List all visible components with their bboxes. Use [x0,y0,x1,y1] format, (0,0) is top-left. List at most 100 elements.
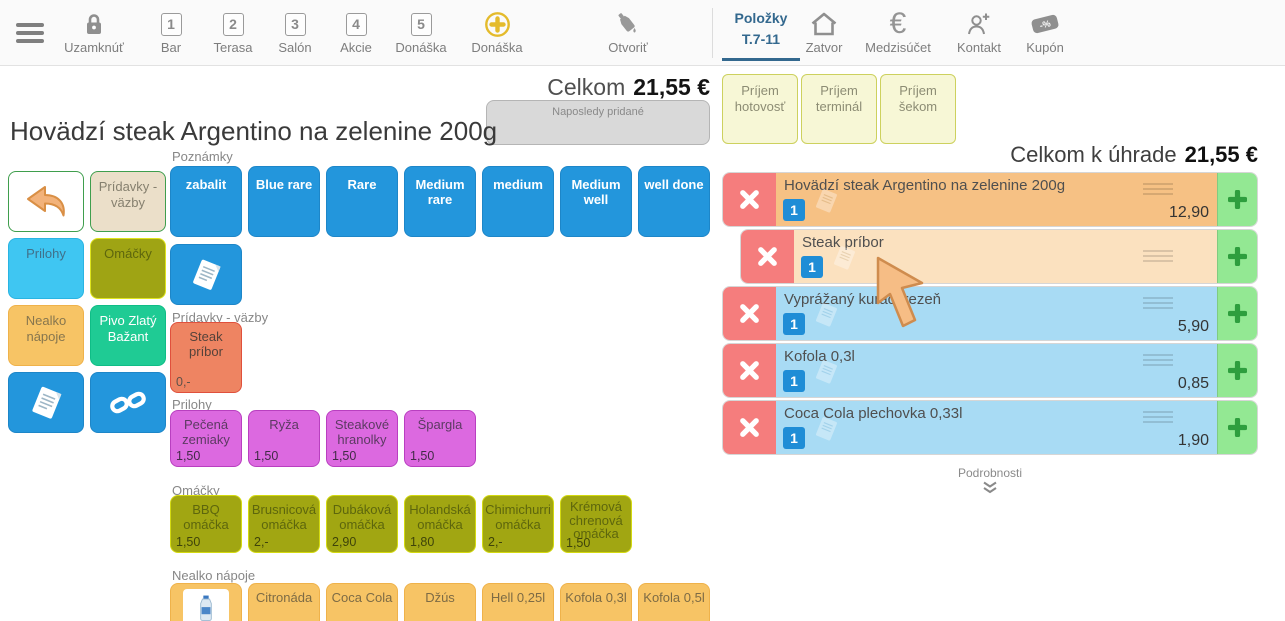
drink-button[interactable]: Hell 0,25l [482,583,554,621]
item-price: 12,90 [1168,204,1209,221]
drink-button[interactable]: Džús [404,583,476,621]
note-option-button[interactable]: well done [638,166,710,237]
sauce-button[interactable]: BBQ omáčka 1,50 [170,495,242,553]
payment-cheque-button[interactable]: Príjem šekom [880,74,956,144]
delete-x-icon [740,418,759,437]
custom-note-button[interactable] [170,244,242,305]
number-5-icon: 5 [410,12,432,36]
payment-cash-button[interactable]: Príjem hotovosť [722,74,798,144]
delete-item-button[interactable] [723,344,776,397]
order-row: Vyprážaný kurací rezeň 1 5,90 [722,286,1258,341]
payment-row: Príjem hotovosť Príjem terminál Príjem š… [722,74,956,144]
link-button[interactable] [90,372,166,433]
category-column: Prídavky - väzby Prilohy Omáčky Nealko n… [8,171,166,433]
payment-terminal-button[interactable]: Príjem terminál [801,74,877,144]
drag-handle-icon[interactable] [1143,250,1173,265]
toolbar-table-salon-button[interactable]: 3 Salón [267,9,323,55]
delete-x-icon [740,304,759,323]
addon-steak-pribor-button[interactable]: Steak príbor 0,- [170,322,242,393]
quantity-badge: 1 [783,313,805,335]
add-quantity-button[interactable] [1217,230,1257,283]
order-item[interactable]: Steak príbor 1 [794,230,1217,283]
order-row-sub: Steak príbor 1 [740,229,1258,284]
number-3-icon: 3 [284,12,306,36]
toolbar-table-akcie-button[interactable]: 4 Akcie [329,9,383,55]
svg-text:-%: -% [1039,18,1052,30]
add-quantity-button[interactable] [1217,401,1257,454]
category-pridavky-button[interactable]: Prídavky - väzby [90,171,166,232]
note-option-button[interactable]: zabalit [170,166,242,237]
toolbar-coupon-button[interactable]: -% Kupón [1016,9,1074,55]
note-option-button[interactable]: Rare [326,166,398,237]
left-total: Celkom 21,55 € [300,74,710,101]
plus-circle-icon [464,9,530,39]
note-watermark-icon [816,303,837,327]
sauce-button[interactable]: Chimichurri omáčka 2,- [482,495,554,553]
drink-button[interactable]: Coca Cola [326,583,398,621]
note-option-button[interactable]: Blue rare [248,166,320,237]
number-2-icon: 2 [222,12,244,36]
drink-button[interactable]: Citronáda [248,583,320,621]
toolbar-subtotal-button[interactable]: € Medzisúčet [856,9,940,56]
category-pivo-button[interactable]: Pivo Zlatý Bažant [90,305,166,366]
section-title-poznamky: Poznámky [172,149,233,164]
category-omacky-button[interactable]: Omáčky [90,238,166,299]
order-item[interactable]: Hovädzí steak Argentino na zelenine 200g… [776,173,1217,226]
drink-button[interactable]: Kofola 0,3l [560,583,632,621]
toolbar-table-donaska-button[interactable]: 5 Donáška [389,9,453,55]
side-dish-button[interactable]: Pečená zemiaky 1,50 [170,410,242,467]
drag-handle-icon[interactable] [1143,354,1173,369]
delete-item-button[interactable] [723,173,776,226]
toolbar-table-terasa-button[interactable]: 2 Terasa [202,9,264,55]
quantity-badge: 1 [783,427,805,449]
add-quantity-button[interactable] [1217,344,1257,397]
notes-button[interactable] [8,372,84,433]
note-option-button[interactable]: medium [482,166,554,237]
menu-icon[interactable] [16,23,44,43]
drink-button[interactable]: Kofola 0,5l [638,583,710,621]
sauce-button[interactable]: Holandská omáčka 1,80 [404,495,476,553]
drink-button[interactable] [170,583,242,621]
last-added-box: Naposledy pridané [486,100,710,145]
add-quantity-button[interactable] [1217,173,1257,226]
back-button[interactable] [8,171,84,232]
note-option-button[interactable]: Medium rare [404,166,476,237]
toolbar-donaska-add-button[interactable]: Donáška [464,9,530,55]
side-dish-button[interactable]: Ryža 1,50 [248,410,320,467]
plus-icon [1228,304,1247,323]
side-dish-button[interactable]: Špargla 1,50 [404,410,476,467]
category-prilohy-button[interactable]: Prilohy [8,238,84,299]
number-1-icon: 1 [160,12,182,36]
toolbar-open-button[interactable]: Otvoriť [593,9,663,55]
delete-item-button[interactable] [723,287,776,340]
delete-item-button[interactable] [723,401,776,454]
category-nealko-button[interactable]: Nealko nápoje [8,305,84,366]
order-item[interactable]: Coca Cola plechovka 0,33l 1 1,90 [776,401,1217,454]
toolbar-table-bar-button[interactable]: 1 Bar [146,9,196,55]
plus-icon [1228,247,1247,266]
number-4-icon: 4 [345,12,367,36]
order-item[interactable]: Vyprážaný kurací rezeň 1 5,90 [776,287,1217,340]
item-price: 1,90 [1177,432,1209,449]
note-watermark-icon [834,246,855,270]
side-dish-button[interactable]: Steakové hranolky 1,50 [326,410,398,467]
left-total-label: Celkom [547,74,626,100]
section-title-omacky: Omáčky [172,483,220,498]
sauce-button[interactable]: Brusnicová omáčka 2,- [248,495,320,553]
add-quantity-button[interactable] [1217,287,1257,340]
drag-handle-icon[interactable] [1143,297,1173,312]
delete-item-button[interactable] [741,230,794,283]
toolbar-close-table-button[interactable]: Zatvor [794,9,854,55]
note-option-button[interactable]: Medium well [560,166,632,237]
toolbar-lock-button[interactable]: Uzamknúť [58,9,130,55]
order-item[interactable]: Kofola 0,3l 1 0,85 [776,344,1217,397]
tab-polozky[interactable]: Položky T.7-11 [720,8,802,61]
sauce-button[interactable]: Krémová chrenová omáčka 1,50 [560,495,632,553]
double-chevron-down-icon [983,481,997,494]
drag-handle-icon[interactable] [1143,183,1173,198]
toolbar-contact-button[interactable]: Kontakt [948,9,1010,55]
section-title-nealko: Nealko nápoje [172,568,256,583]
drag-handle-icon[interactable] [1143,411,1173,426]
details-expander[interactable]: Podrobnosti [722,466,1258,494]
sauce-button[interactable]: Dubáková omáčka 2,90 [326,495,398,553]
